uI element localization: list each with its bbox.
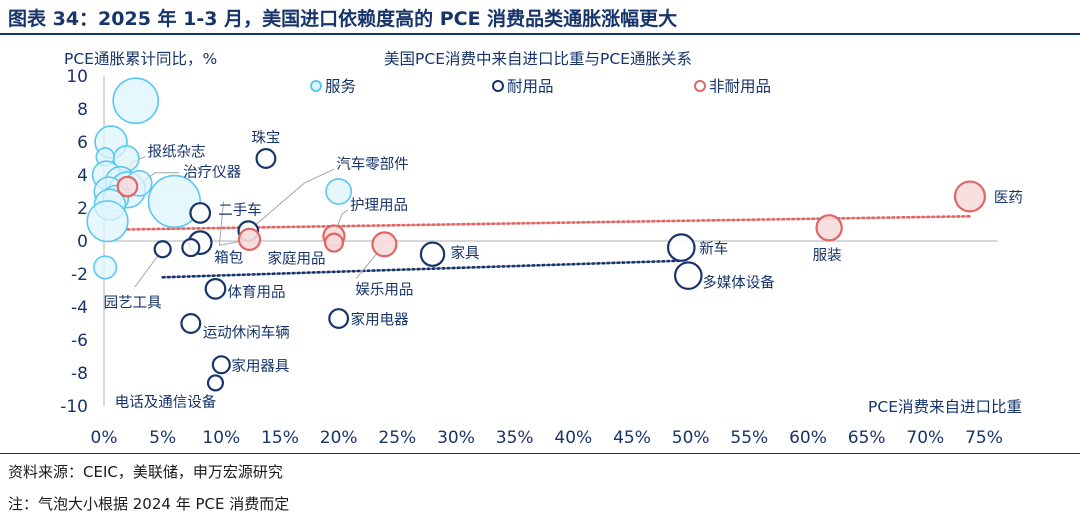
x-tick-label: 5% [149,428,176,448]
y-tick-label: -8 [71,364,88,384]
y-tick-label: -10 [60,397,88,417]
point-label: 服装 [813,247,842,264]
x-tick-label: 50% [672,428,710,448]
header-divider [0,33,1080,35]
bubble-services [112,77,160,125]
point-label: 家庭用品 [267,250,325,267]
leader-line [247,168,335,232]
point-label: 报纸杂志 [147,144,205,161]
point-label: 汽车零部件 [336,156,409,173]
point-label: 体育用品 [227,284,285,301]
bubble-durables [328,308,350,329]
bubble-durables [180,313,202,334]
bubble-durables [153,240,172,259]
legend-label: 耐用品 [507,78,554,96]
bubble-durables [666,233,696,262]
footer-divider [0,453,1080,454]
bubble-durables [211,355,231,375]
bubble-services [147,174,202,229]
point-label: 护理用品 [350,197,408,214]
y-tick-label: 10 [66,67,88,87]
tick-labels: 10 8 6 4 2 0 -2 -4 -6 -8 -100% 5% 10% 15% 20% 25% 30% 35%… [60,67,1003,448]
bubble-services [325,178,353,205]
source-note: 资料来源：CEIC，美联储，申万宏源研究 [8,463,283,481]
y-tick-label: 6 [77,133,88,153]
point-label: 医药 [994,189,1023,206]
legend-label: 服务 [325,78,356,96]
figure-header: 图表 34：2025 年 1-3 月，美国进口依赖度高的 PCE 消费品类通胀涨… [0,0,1080,35]
legend-marker [694,80,706,92]
x-axis-title: PCE消费来自进口比重 [868,398,1022,416]
x-tick-label: 70% [906,428,944,448]
point-label: 电话及通信设备 [115,394,217,411]
legend-marker [310,80,322,92]
x-tick-label: 75% [965,428,1003,448]
point-label: 箱包 [214,250,243,267]
bubbles [86,77,986,392]
y-tick-label: 4 [77,166,88,186]
y-tick-label: -4 [71,298,88,318]
x-tick-label: 65% [848,428,886,448]
y-axis-title: PCE通胀累计同比，% [64,50,217,68]
bubble-durables [419,241,446,267]
x-tick-label: 25% [378,428,416,448]
y-tick-label: 8 [77,100,88,120]
bubble-durables [206,374,225,392]
x-tick-label: 0% [91,428,118,448]
bubble-nondurables [323,232,344,253]
x-tick-label: 35% [496,428,534,448]
legend-marker [492,80,504,92]
point-label: 二手车 [218,202,261,219]
x-tick-label: 60% [789,428,827,448]
point-label: 园艺工具 [104,294,162,311]
y-tick-label: 0 [77,232,88,252]
x-tick-label: 10% [202,428,240,448]
x-tick-label: 20% [320,428,358,448]
point-label: 珠宝 [251,130,280,147]
bubble-nondurables [953,180,986,213]
x-tick-label: 40% [554,428,592,448]
point-label: 运动休闲车辆 [203,325,290,342]
bubble-nondurables [815,214,843,242]
figure-title: 图表 34：2025 年 1-3 月，美国进口依赖度高的 PCE 消费品类通胀涨… [8,8,678,30]
bubble-services [86,200,129,243]
footnote: 注：气泡大小根据 2024 年 PCE 消费而定 [8,495,290,513]
chart-title: 美国PCE消费中来自进口比重与PCE通胀关系 [384,50,692,68]
trendline-durables [161,259,681,279]
bubble-nondurables [371,231,398,258]
bubble-durables [255,148,277,169]
bubble-nondurables [116,175,139,198]
point-label: 家用电器 [351,312,409,329]
x-tick-label: 55% [730,428,768,448]
point-label: 新车 [699,241,728,258]
point-label: 家具 [451,245,480,262]
chart-text: 美国PCE消费中来自进口比重与PCE通胀关系 PCE通胀累计同比，% PCE消费来自… [64,50,1022,416]
bubble-nondurables [237,227,262,251]
x-tick-label: 45% [613,428,651,448]
point-label: 家用器具 [231,358,289,375]
legend-label: 非耐用品 [709,78,771,96]
y-tick-label: -2 [71,265,88,285]
chart-legend: 服务 耐用品 非耐用品 [310,78,771,96]
bubble-durables [189,202,212,224]
point-label: 治疗仪器 [183,164,241,181]
bubble-durables [674,261,703,290]
x-tick-label: 15% [261,428,299,448]
y-tick-label: 2 [77,199,88,219]
bubble-services [93,255,118,280]
bubble-durables [181,238,201,258]
point-label: 多媒体设备 [702,275,775,292]
bubble-durables [204,277,227,300]
point-label: 娱乐用品 [355,281,413,298]
y-tick-label: -6 [71,331,88,351]
x-tick-label: 30% [437,428,475,448]
